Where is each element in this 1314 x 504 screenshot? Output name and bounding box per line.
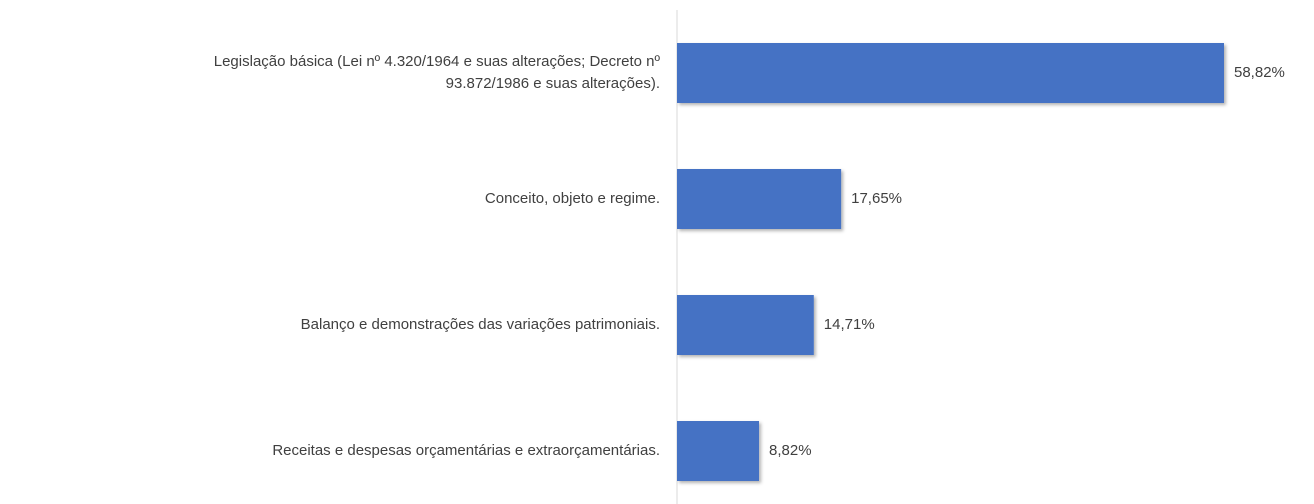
value-label: 58,82% [1234,64,1285,81]
bar [677,421,760,481]
category-label: Conceito, objeto e regime. [484,190,660,207]
category-label: Balanço e demonstrações das variações pa… [300,316,660,333]
bar [677,43,1224,103]
value-label: 14,71% [824,316,875,333]
category-label: Legislação básica (Lei nº 4.320/1964 e s… [213,53,660,92]
bar [677,169,842,229]
bar [677,295,814,355]
category-label: Receitas e despesas orçamentárias e extr… [272,442,660,459]
value-label: 17,65% [851,190,902,207]
value-label: 8,82% [769,442,812,459]
